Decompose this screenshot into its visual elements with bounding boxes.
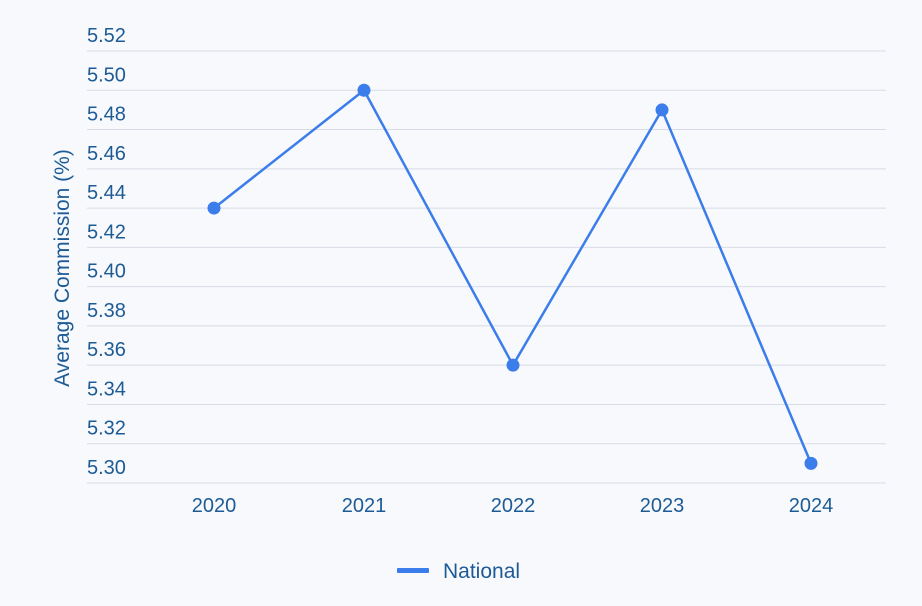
series-line-national: [213, 89, 813, 464]
legend-label-national: National: [443, 560, 520, 583]
y-tick-label: 5.48: [87, 104, 126, 126]
x-tick-label: 2024: [789, 495, 834, 517]
y-tick-label: 5.38: [87, 300, 126, 322]
series-layer: [207, 83, 818, 470]
y-tick-label: 5.34: [87, 378, 126, 400]
y-tick-label: 5.44: [87, 182, 126, 204]
y-tick-label: 5.36: [87, 339, 126, 361]
gridlines: [87, 50, 886, 484]
y-tick-label: 5.52: [87, 25, 126, 47]
y-tick-label: 5.40: [87, 261, 126, 283]
y-axis: 5.30 5.32 5.34 5.36 5.38 5.40 5.42 5.44 5.46 5.48…: [87, 25, 126, 479]
y-tick-label: 5.32: [87, 418, 126, 440]
y-tick-label: 5.46: [87, 143, 126, 165]
x-axis: 2020 2021 2022 2023 2024: [192, 495, 834, 517]
x-tick-label: 2021: [342, 495, 387, 517]
legend-swatch: [397, 568, 429, 573]
y-tick-label: 5.50: [87, 64, 126, 86]
data-point-2024[interactable]: [804, 456, 818, 470]
x-tick-label: 2022: [491, 495, 536, 517]
y-tick-label: 5.30: [87, 457, 126, 479]
legend: National: [397, 560, 520, 583]
data-point-2023[interactable]: [655, 103, 669, 117]
data-point-2020[interactable]: [207, 201, 221, 215]
x-tick-label: 2023: [640, 495, 685, 517]
data-point-2022[interactable]: [506, 358, 520, 372]
y-tick-label: 5.42: [87, 221, 126, 243]
data-point-2021[interactable]: [357, 83, 371, 97]
y-axis-title: Average Commission (%): [51, 149, 74, 387]
x-tick-label: 2020: [192, 495, 237, 517]
